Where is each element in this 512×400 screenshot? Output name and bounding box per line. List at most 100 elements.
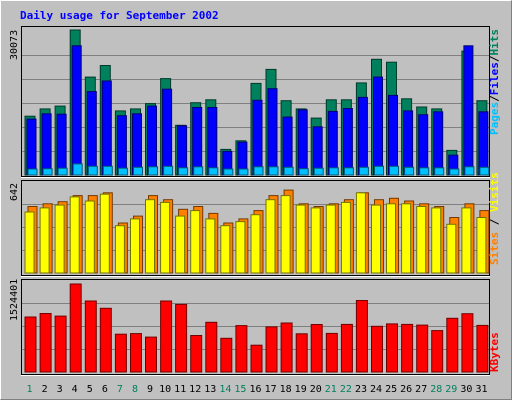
pages-bar-day-11 — [178, 167, 189, 176]
files-bar-day-8 — [132, 113, 142, 176]
kbytes-bar-day-18 — [280, 322, 293, 373]
x-label-day-5: 5 — [87, 384, 93, 395]
pages-bar-day-14 — [223, 168, 234, 176]
files-bar-day-30 — [463, 45, 474, 176]
x-label-day-27: 27 — [415, 384, 427, 395]
visits-bar-day-2 — [39, 207, 50, 274]
x-label-day-11: 11 — [174, 384, 186, 395]
kbytes-bar-day-21 — [325, 332, 338, 373]
x-label-day-20: 20 — [310, 384, 322, 395]
pages-bar-day-25 — [389, 165, 399, 176]
kbytes-bar-day-19 — [295, 333, 308, 373]
chart-title: Daily usage for September 2002 — [20, 9, 219, 22]
x-label-day-17: 17 — [265, 384, 277, 395]
x-label-day-24: 24 — [370, 384, 382, 395]
visits-bar-day-5 — [84, 200, 95, 274]
visits-bar-day-11 — [175, 215, 186, 274]
x-label-day-31: 31 — [475, 384, 487, 395]
legend-part: Sites — [488, 232, 501, 265]
pages-bar-day-12 — [193, 166, 204, 176]
x-label-day-13: 13 — [204, 384, 216, 395]
visits-bar-day-1 — [24, 211, 35, 274]
pages-bar-day-1 — [27, 168, 38, 176]
x-label-day-1: 1 — [26, 384, 32, 395]
x-label-day-26: 26 — [400, 384, 412, 395]
legend-part: / — [488, 95, 501, 102]
pages-bar-day-20 — [313, 167, 324, 176]
visits-bar-day-3 — [54, 204, 65, 274]
files-bar-day-25 — [388, 94, 398, 176]
pages-bar-day-16 — [253, 166, 264, 176]
kbytes-bar-day-8 — [130, 333, 142, 373]
kbytes-bar-day-13 — [205, 321, 218, 373]
kbytes-bar-day-23 — [355, 300, 368, 373]
pages-bar-day-6 — [102, 165, 113, 176]
files-bar-day-2 — [41, 113, 52, 176]
pages-bar-day-23 — [358, 166, 369, 176]
x-label-day-2: 2 — [42, 384, 48, 395]
legend-part: Pages — [488, 102, 501, 135]
x-label-day-10: 10 — [159, 384, 171, 395]
x-label-day-6: 6 — [102, 384, 108, 395]
visits-bar-day-9 — [145, 199, 155, 274]
pages-bar-day-22 — [343, 167, 354, 176]
visits-bar-day-31 — [476, 217, 487, 274]
kbytes-bar-day-11 — [175, 303, 188, 373]
kbytes-bar-day-27 — [416, 324, 429, 373]
visits-bar-day-25 — [386, 203, 396, 274]
files-bar-day-12 — [192, 107, 203, 176]
pages-bar-day-21 — [328, 167, 339, 176]
x-label-day-4: 4 — [72, 384, 78, 395]
files-bar-day-28 — [433, 111, 444, 176]
kbytes-bar-day-29 — [446, 317, 459, 373]
kbytes-bar-day-16 — [250, 344, 263, 373]
legend-part: / — [488, 55, 501, 62]
kbytes-bar-day-17 — [265, 326, 278, 373]
x-label-day-12: 12 — [189, 384, 201, 395]
x-label-day-18: 18 — [280, 384, 292, 395]
legend-part: / — [488, 212, 501, 232]
x-label-day-7: 7 — [117, 384, 123, 395]
kbytes-bar-day-24 — [371, 325, 383, 373]
pages-bar-day-19 — [298, 168, 309, 176]
x-axis-day-labels: 1 2 3 4 5 6 7 8 9 10 11 12 13 14 15 16 17 18 19 20 21 22 23 24 2… — [26, 384, 487, 395]
files-bar-day-6 — [101, 80, 112, 176]
x-label-day-3: 3 — [57, 384, 63, 395]
kbytes-bar-day-9 — [145, 336, 157, 373]
visits-bar-day-15 — [235, 221, 246, 274]
x-label-day-14: 14 — [219, 384, 231, 395]
visits-bar-day-16 — [250, 214, 261, 274]
pages-bar-day-10 — [163, 165, 174, 176]
files-bar-day-13 — [207, 107, 218, 176]
pages-bar-day-26 — [404, 166, 415, 176]
pages-bar-day-13 — [208, 167, 219, 176]
visits-bar-day-20 — [310, 207, 321, 274]
x-label-day-8: 8 — [132, 384, 138, 395]
x-label-day-28: 28 — [430, 384, 442, 395]
kbytes-bar-day-3 — [54, 315, 67, 373]
legend-part: KBytes — [488, 332, 501, 372]
kbytes-bar-day-4 — [69, 283, 82, 373]
files-bar-day-17 — [267, 88, 278, 176]
pages-bar-day-15 — [238, 168, 249, 176]
visits-bar-day-21 — [325, 204, 336, 274]
files-bar-day-9 — [147, 105, 157, 176]
x-label-day-29: 29 — [445, 384, 457, 395]
ymax-label-hits: 30073 — [9, 30, 20, 60]
kbytes-bar-day-22 — [340, 323, 353, 373]
files-bar-day-3 — [56, 113, 67, 176]
pages-bar-day-7 — [117, 167, 128, 176]
visits-bar-day-14 — [220, 225, 231, 274]
visits-bar-day-27 — [416, 206, 427, 274]
files-bar-day-16 — [252, 99, 263, 176]
x-label-day-30: 30 — [460, 384, 472, 395]
visits-bar-day-6 — [99, 193, 110, 274]
visits-bar-day-12 — [190, 210, 201, 274]
visits-bar-day-10 — [160, 201, 171, 274]
visits-bar-day-26 — [401, 203, 412, 274]
files-bar-day-26 — [403, 110, 414, 176]
x-label-day-22: 22 — [340, 384, 352, 395]
x-label-day-16: 16 — [249, 384, 261, 395]
